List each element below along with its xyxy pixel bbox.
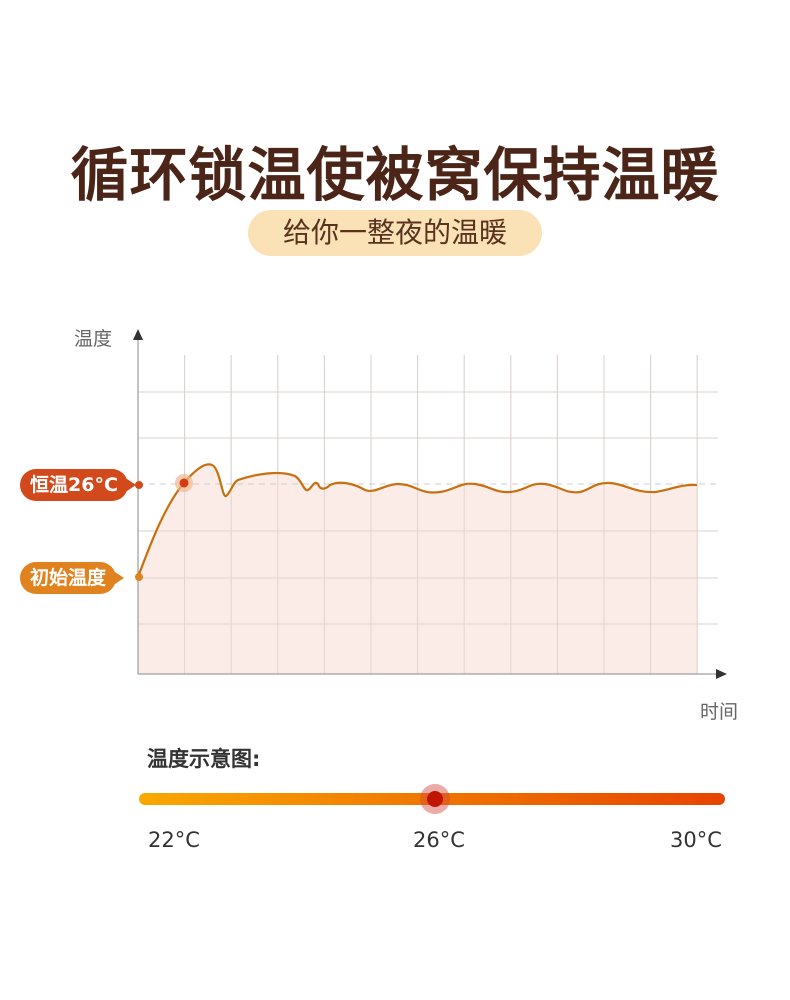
y-axis-arrow <box>133 329 143 340</box>
grid-overlay <box>138 355 718 674</box>
legend-max: 30°C <box>670 828 722 852</box>
temperature-line <box>136 463 698 578</box>
subtitle-pill: 给你一整夜的温暖 <box>248 210 542 256</box>
y-axis-label: 温度 <box>74 328 113 350</box>
temperature-marker <box>420 784 450 814</box>
x-axis-label: 时间 <box>700 701 739 723</box>
hold-temp-label: 恒温26°C <box>20 469 136 501</box>
hold-temp-axis-dot <box>135 481 143 489</box>
initial-temp-dot <box>135 573 143 581</box>
legend-title: 温度示意图: <box>147 747 261 771</box>
legend-mid: 26°C <box>413 828 465 852</box>
x-axis-arrow <box>716 669 727 679</box>
page-title: 循环锁温使被窝保持温暖 <box>70 141 720 209</box>
initial-temp-label: 初始温度 <box>20 562 125 594</box>
reach-point <box>179 478 189 488</box>
legend-min: 22°C <box>148 828 200 852</box>
